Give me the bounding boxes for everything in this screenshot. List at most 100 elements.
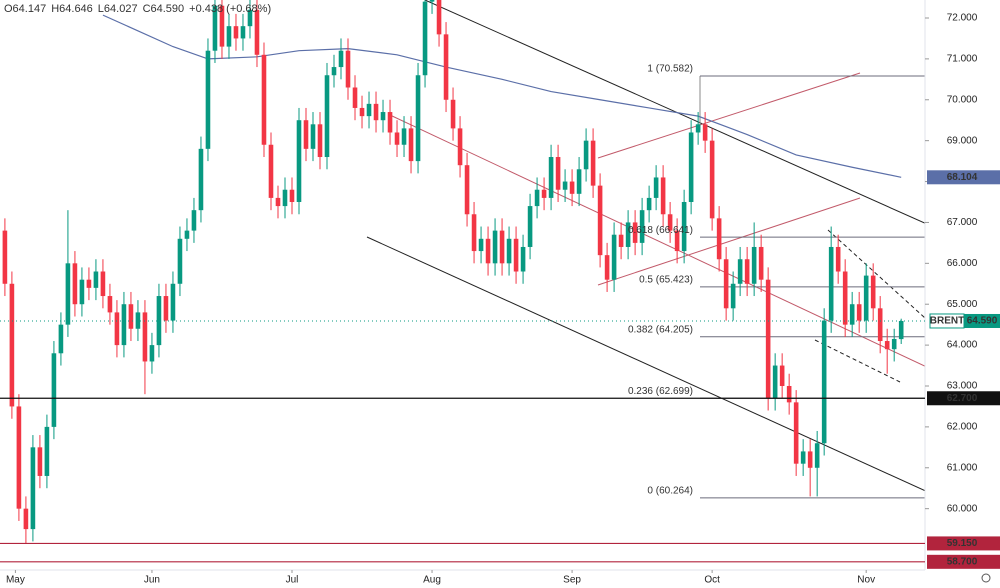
ma-tag xyxy=(927,170,1000,185)
candle-body xyxy=(891,338,897,350)
candle-body xyxy=(296,120,302,202)
candle-body xyxy=(541,189,547,198)
candle-body xyxy=(156,296,162,346)
candle-body xyxy=(772,365,778,399)
ohlc-header: C64.590 xyxy=(143,3,185,15)
candle-body xyxy=(394,132,400,145)
candle-body xyxy=(506,238,512,264)
price-tag-name: BRENT xyxy=(930,316,964,327)
candle-body xyxy=(695,124,701,133)
candle-body xyxy=(534,189,540,207)
candle-body xyxy=(898,320,904,340)
candle-body xyxy=(373,103,379,121)
y-tick-label: 69.000 xyxy=(947,135,978,146)
y-tick-label: 67.000 xyxy=(947,217,978,228)
candle-body xyxy=(681,201,687,252)
candle-body xyxy=(422,1,428,76)
candle-body xyxy=(842,271,848,325)
y-tick-label: 61.000 xyxy=(947,462,978,473)
candle-body xyxy=(646,197,652,211)
trend-line xyxy=(366,236,925,492)
trend-line xyxy=(597,72,861,159)
candle-body xyxy=(548,157,554,198)
candle-body xyxy=(625,222,631,247)
candle-body xyxy=(331,67,337,76)
candle-body xyxy=(779,365,785,386)
settings-icon[interactable] xyxy=(981,573,991,583)
candle-body xyxy=(16,406,22,509)
fib-label: 1 (70.582) xyxy=(647,64,693,75)
candle-body xyxy=(275,197,281,207)
candle-body xyxy=(674,230,680,252)
candle-body xyxy=(723,259,729,309)
candle-body xyxy=(240,26,246,39)
level-tag-label: 59.150 xyxy=(947,538,978,549)
wedge-line xyxy=(827,229,925,319)
candle-body xyxy=(856,304,862,321)
candle-body xyxy=(814,443,820,468)
candle-body xyxy=(114,312,120,346)
candle-body xyxy=(849,304,855,325)
candle-body xyxy=(884,341,890,350)
candle-body xyxy=(499,230,505,264)
x-tick-label: Oct xyxy=(704,575,720,586)
y-tick-label: 65.000 xyxy=(947,299,978,310)
candle-body xyxy=(51,353,57,427)
candle-body xyxy=(485,238,491,264)
candle-body xyxy=(835,246,841,272)
candle-body xyxy=(366,103,372,117)
candle-body xyxy=(44,426,50,476)
candle-body xyxy=(513,238,519,272)
candle-body xyxy=(9,283,15,407)
candle-body xyxy=(562,181,568,190)
candle-body xyxy=(660,177,666,215)
candle-body xyxy=(667,214,673,231)
candle-body xyxy=(317,124,323,158)
candle-body xyxy=(226,26,232,47)
trend-line xyxy=(597,197,861,286)
drawings xyxy=(366,0,925,492)
y-tick-label: 72.000 xyxy=(947,13,978,24)
fib-label: 0.5 (65.423) xyxy=(639,275,693,286)
candle-body xyxy=(436,0,442,35)
candle-body xyxy=(478,238,484,252)
candle-body xyxy=(2,230,8,284)
ma-tag-label: 68.104 xyxy=(947,172,978,183)
candle-body xyxy=(289,189,295,202)
x-tick-label: Sep xyxy=(563,575,581,586)
candle-body xyxy=(338,50,344,68)
candle-body xyxy=(387,112,393,133)
x-tick-label: May xyxy=(6,575,25,586)
x-tick-label: Jun xyxy=(144,575,160,586)
y-tick-label: 66.000 xyxy=(947,258,978,269)
moving-average xyxy=(102,14,902,178)
candle-body xyxy=(23,508,29,530)
candle-body xyxy=(58,324,64,354)
candle-body xyxy=(429,0,435,2)
candle-body xyxy=(149,345,155,362)
candle-body xyxy=(590,140,596,186)
candle-body xyxy=(702,124,708,141)
x-tick-label: Aug xyxy=(423,575,441,586)
fib-label: 0 (60.264) xyxy=(647,486,693,497)
candle-body xyxy=(877,308,883,342)
candle-body xyxy=(555,157,561,190)
candle-body xyxy=(821,320,827,444)
candle-body xyxy=(247,9,253,27)
candle-body xyxy=(716,218,722,260)
x-tick-label: Nov xyxy=(857,575,875,586)
candle-body xyxy=(72,263,78,305)
candle-body xyxy=(415,75,421,162)
candle-body xyxy=(758,246,764,280)
candle-body xyxy=(576,169,582,194)
ohlc-header: H64.646 xyxy=(51,3,93,15)
candle-body xyxy=(807,451,813,468)
y-tick-label: 64.000 xyxy=(947,340,978,351)
candle-body xyxy=(163,296,169,321)
ohlc-header: +0.438 (+0.68%) xyxy=(189,3,271,15)
level-tag-label: 58.700 xyxy=(947,556,978,567)
fib-label: 0.618 (66.641) xyxy=(628,225,693,236)
candle-body xyxy=(730,283,736,309)
